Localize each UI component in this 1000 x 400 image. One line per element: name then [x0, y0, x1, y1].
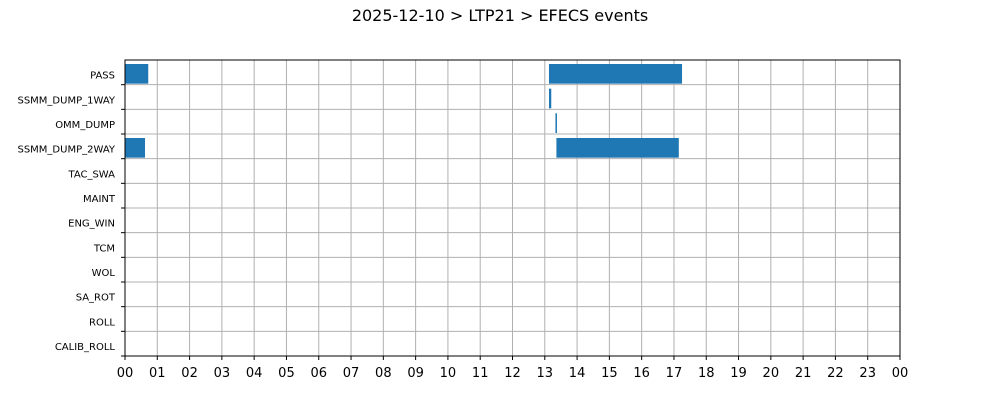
event-bar	[555, 113, 557, 133]
x-tick-label: 01	[149, 366, 166, 381]
x-tick-label: 04	[246, 366, 263, 381]
x-tick-label: 15	[601, 366, 618, 381]
x-tick-label: 23	[859, 366, 876, 381]
y-tick-label: PASS	[90, 71, 115, 82]
y-tick-label: MAINT	[83, 194, 116, 205]
grid-layer	[124, 60, 901, 356]
bar-layer	[125, 64, 683, 158]
x-tick-label: 12	[504, 366, 521, 381]
y-tick-label: SSMM_DUMP_2WAY	[17, 145, 115, 156]
y-tick-label: SA_ROT	[76, 293, 116, 304]
x-tick-label: 08	[375, 366, 392, 381]
x-tick-label: 00	[117, 366, 134, 381]
x-tick-label: 22	[827, 366, 844, 381]
x-tick-label: 09	[407, 366, 424, 381]
x-tick-label: 13	[537, 366, 554, 381]
x-tick-label: 21	[795, 366, 812, 381]
label-layer: 00 01 02 03 04 05 06 07 08 09 10 11 12 13 14 15 16 17 18 19…	[17, 71, 908, 381]
x-tick-label: 06	[310, 366, 327, 381]
x-tick-label: 10	[440, 366, 457, 381]
x-tick-label: 17	[666, 366, 683, 381]
x-tick-label: 07	[343, 366, 360, 381]
x-tick-label: 14	[569, 366, 586, 381]
event-bar	[125, 138, 146, 158]
x-tick-label: 18	[698, 366, 715, 381]
chart-title: 2025-12-10 > LTP21 > EFECS events	[351, 6, 649, 25]
y-tick-label: ENG_WIN	[68, 219, 115, 230]
y-tick-label: WOL	[92, 268, 116, 279]
y-tick-label: TCM	[93, 243, 115, 254]
y-tick-label: TAC_SWA	[67, 169, 115, 180]
y-tick-label: SSMM_DUMP_1WAY	[17, 95, 115, 106]
x-tick-label: 00	[892, 366, 909, 381]
x-tick-label: 16	[633, 366, 650, 381]
y-tick-label: ROLL	[89, 317, 115, 328]
x-tick-label: 11	[472, 366, 489, 381]
y-tick-label: CALIB_ROLL	[55, 342, 116, 353]
tick-layer	[121, 84, 901, 360]
event-bar	[556, 138, 679, 158]
event-bar	[548, 64, 683, 84]
event-bar	[125, 64, 149, 84]
x-tick-label: 19	[730, 366, 747, 381]
x-tick-label: 03	[214, 366, 231, 381]
y-tick-label: OMM_DUMP	[55, 120, 115, 131]
event-bar	[548, 88, 552, 109]
x-tick-label: 20	[763, 366, 780, 381]
x-tick-label: 02	[181, 366, 198, 381]
x-tick-label: 05	[278, 366, 295, 381]
